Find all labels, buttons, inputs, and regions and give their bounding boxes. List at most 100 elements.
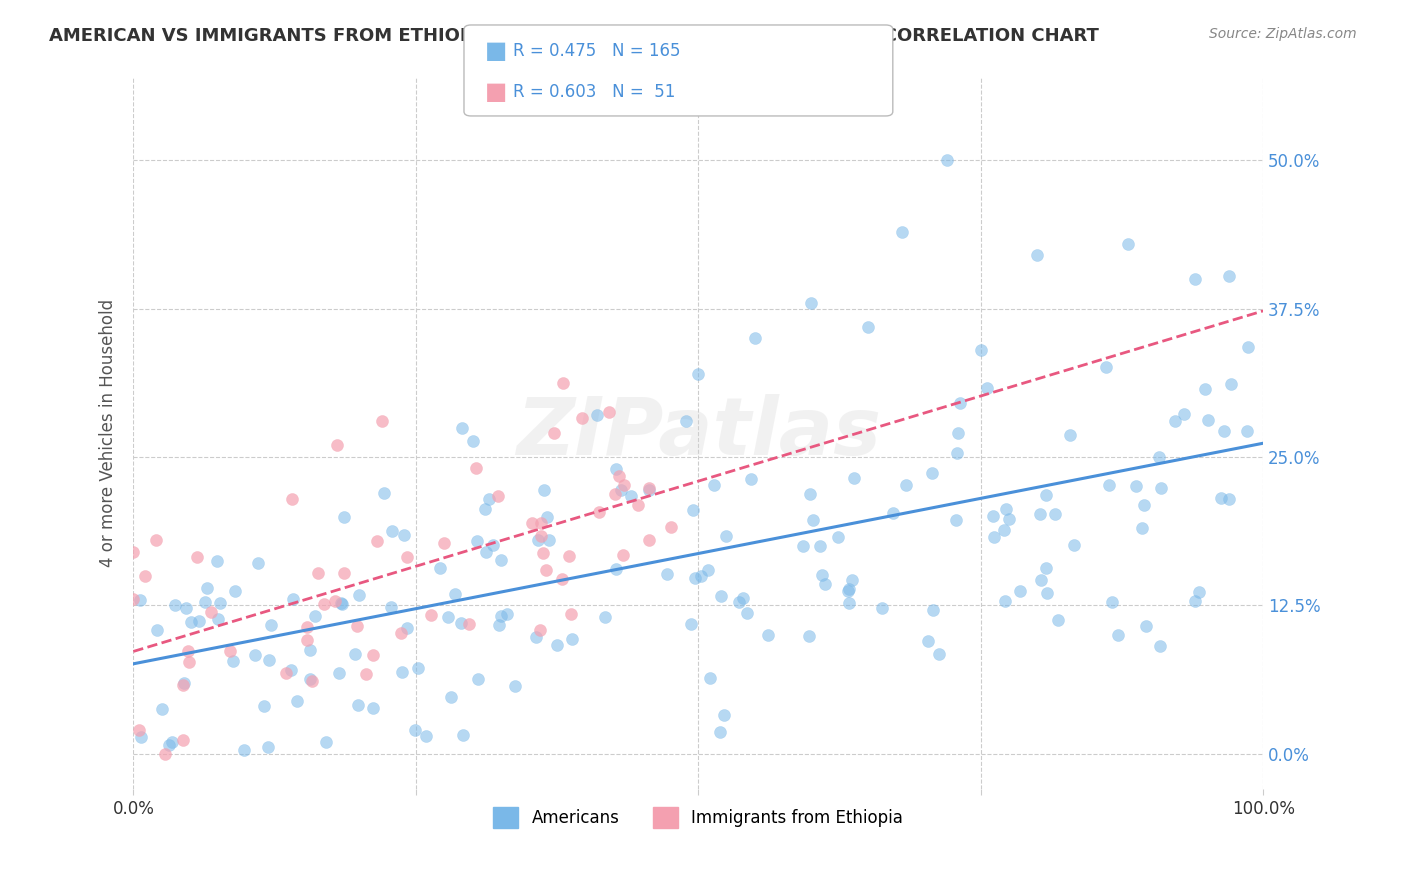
Point bbox=[437, 609, 460, 624]
Point bbox=[610, 483, 633, 498]
Point bbox=[224, 583, 246, 598]
Point bbox=[477, 491, 499, 506]
Point bbox=[613, 478, 636, 492]
Point bbox=[122, 592, 145, 607]
Point bbox=[333, 566, 356, 580]
Point bbox=[593, 609, 616, 624]
Point bbox=[682, 503, 704, 517]
Point bbox=[713, 708, 735, 723]
Point bbox=[134, 568, 156, 582]
Point bbox=[420, 608, 443, 623]
Point bbox=[207, 612, 229, 626]
Point bbox=[347, 698, 370, 712]
Point bbox=[1035, 586, 1057, 600]
Point bbox=[727, 595, 749, 609]
Point bbox=[246, 556, 269, 570]
Point bbox=[1095, 359, 1118, 374]
Point bbox=[129, 731, 152, 745]
Point bbox=[637, 483, 659, 498]
Point bbox=[1220, 377, 1243, 392]
Point bbox=[945, 512, 967, 526]
Point bbox=[188, 614, 211, 628]
Point bbox=[361, 648, 384, 662]
Point bbox=[928, 648, 950, 662]
Point bbox=[1213, 424, 1236, 438]
Point bbox=[675, 414, 697, 428]
Point bbox=[467, 672, 489, 686]
Point bbox=[1125, 478, 1147, 492]
Point bbox=[396, 550, 419, 565]
Point bbox=[489, 553, 512, 567]
Point bbox=[128, 723, 150, 737]
Point bbox=[740, 472, 762, 486]
Point bbox=[440, 690, 463, 705]
Point bbox=[205, 554, 228, 568]
Point bbox=[890, 225, 912, 239]
Point bbox=[1043, 507, 1066, 521]
Point bbox=[588, 505, 610, 519]
Point bbox=[301, 674, 323, 689]
Point bbox=[295, 633, 318, 648]
Point bbox=[328, 666, 350, 681]
Text: ■: ■ bbox=[485, 80, 508, 103]
Point bbox=[921, 466, 943, 480]
Point bbox=[200, 605, 222, 619]
Text: Source: ZipAtlas.com: Source: ZipAtlas.com bbox=[1209, 27, 1357, 41]
Point bbox=[488, 618, 510, 632]
Point bbox=[157, 738, 180, 752]
Point bbox=[257, 653, 280, 667]
Point bbox=[560, 607, 582, 622]
Point bbox=[451, 421, 474, 435]
Point bbox=[150, 702, 173, 716]
Point bbox=[486, 489, 509, 503]
Point bbox=[1010, 584, 1032, 599]
Point bbox=[1116, 236, 1139, 251]
Point bbox=[465, 460, 488, 475]
Point bbox=[627, 498, 650, 512]
Point bbox=[1194, 382, 1216, 396]
Point bbox=[842, 471, 865, 485]
Point bbox=[1184, 594, 1206, 608]
Point bbox=[333, 509, 356, 524]
Point bbox=[307, 566, 329, 580]
Point bbox=[1135, 619, 1157, 633]
Point bbox=[1046, 613, 1069, 627]
Point bbox=[177, 644, 200, 658]
Point bbox=[1164, 414, 1187, 428]
Point bbox=[380, 600, 402, 615]
Point bbox=[946, 446, 969, 460]
Point bbox=[808, 540, 831, 554]
Point bbox=[450, 615, 472, 630]
Point bbox=[896, 478, 918, 492]
Point bbox=[607, 469, 630, 483]
Point bbox=[346, 619, 368, 633]
Point bbox=[361, 701, 384, 715]
Point bbox=[792, 539, 814, 553]
Point bbox=[122, 545, 145, 559]
Point bbox=[1107, 628, 1129, 642]
Text: R = 0.603   N =  51: R = 0.603 N = 51 bbox=[513, 83, 675, 101]
Point bbox=[800, 296, 823, 310]
Point bbox=[709, 724, 731, 739]
Point bbox=[1184, 272, 1206, 286]
Point bbox=[329, 596, 352, 610]
Point bbox=[1026, 248, 1049, 262]
Point bbox=[998, 512, 1021, 526]
Point bbox=[710, 589, 733, 603]
Point bbox=[838, 582, 860, 596]
Point bbox=[841, 573, 863, 587]
Point bbox=[1101, 595, 1123, 609]
Point bbox=[994, 502, 1017, 516]
Point bbox=[571, 411, 593, 425]
Point bbox=[586, 409, 609, 423]
Point bbox=[257, 740, 280, 755]
Point bbox=[347, 588, 370, 602]
Point bbox=[1035, 561, 1057, 575]
Point bbox=[699, 671, 721, 685]
Point bbox=[373, 486, 395, 500]
Point bbox=[551, 376, 574, 390]
Point bbox=[688, 367, 710, 381]
Point bbox=[415, 729, 437, 743]
Point bbox=[536, 509, 558, 524]
Point bbox=[1188, 585, 1211, 599]
